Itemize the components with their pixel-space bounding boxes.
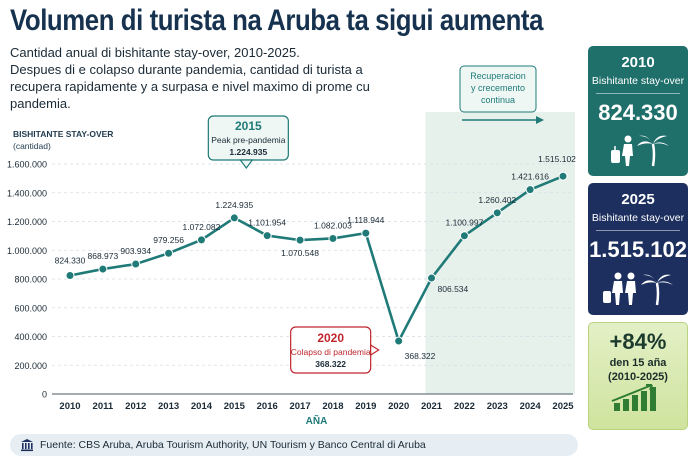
data-point <box>164 248 174 258</box>
data-point <box>361 228 371 238</box>
data-point <box>295 235 305 245</box>
y-axis-label: BISHITANTE STAY-OVER <box>13 129 113 139</box>
data-label: 1.101.954 <box>248 218 286 228</box>
x-tick-label: 2013 <box>158 401 179 412</box>
y-tick-label: 800.000 <box>14 275 47 285</box>
collapse-value: 368.322 <box>315 359 346 369</box>
data-label: 1.260.402 <box>478 195 516 205</box>
growth-percent: +84% <box>609 329 667 354</box>
data-label: 1.072.082 <box>183 222 221 232</box>
data-point <box>196 235 206 245</box>
data-label: 1.224.935 <box>215 200 253 210</box>
data-label: 903.934 <box>120 246 151 256</box>
y-tick-label: 1.200.000 <box>7 217 47 227</box>
line-chart: 0 200.000 400.000 600.000 800.000 1.000.000 1.… <box>7 65 576 427</box>
x-axis-label: AÑA <box>306 414 328 427</box>
data-point <box>492 208 502 218</box>
x-tick-label: 2019 <box>355 401 376 412</box>
card-2010: 2010 Bishitante stay-over 824.330 <box>588 46 688 176</box>
data-point <box>459 231 469 241</box>
peak-year: 2015 <box>235 119 262 133</box>
x-tick-label: 2023 <box>487 401 508 412</box>
data-label: 1.082.003 <box>314 220 352 230</box>
data-label: 1.070.548 <box>281 248 319 258</box>
data-point <box>262 231 272 241</box>
collapse-callout-pointer <box>370 343 380 357</box>
data-label: 1.515.102 <box>538 154 576 164</box>
recovery-line-2: y crecemento <box>471 83 525 93</box>
data-label: 868.973 <box>87 251 118 261</box>
y-tick-label: 200.000 <box>14 361 47 371</box>
growth-label-period: den 15 aña <box>609 357 667 369</box>
data-label: 1.421.616 <box>511 172 549 182</box>
growth-label-years: (2010-2025) <box>608 371 668 383</box>
data-label: 1.100.997 <box>445 218 483 228</box>
y-tick-label: 600.000 <box>14 303 47 313</box>
collapse-year: 2020 <box>317 331 344 345</box>
y-tick-label: 1.400.000 <box>7 188 47 198</box>
subtitle-line-2: Despues di e colapso durante pandemia, c… <box>10 62 370 111</box>
peak-value: 1.224.935 <box>229 147 267 157</box>
bank-icon <box>20 438 34 460</box>
peak-callout-pointer <box>239 159 254 169</box>
peak-label: Peak pre-pandemia <box>211 135 285 145</box>
y-tick-label: 400.000 <box>14 332 47 342</box>
source-text: Fuente: CBS Aruba, Aruba Tourism Authori… <box>40 439 426 451</box>
y-tick-label: 1.000.000 <box>7 246 47 256</box>
x-tick-label: 2012 <box>125 401 146 412</box>
data-point <box>558 171 568 181</box>
traveler-palm-icon <box>588 130 688 173</box>
data-label: 824.330 <box>55 256 86 266</box>
couple-palm-icon <box>588 267 688 312</box>
page-subtitle: Cantidad anual di bishitante stay-over, … <box>10 44 380 112</box>
card-2025: 2025 Bishitante stay-over 1.515.102 <box>588 183 688 315</box>
y-tick-label: 0 <box>42 390 47 400</box>
x-tick-label: 2024 <box>520 401 542 412</box>
x-tick-label: 2010 <box>59 401 80 412</box>
card-growth: +84% den 15 aña (2010-2025) <box>588 322 688 430</box>
x-tick-label: 2025 <box>552 401 574 412</box>
y-axis-unit: (cantidad) <box>13 141 51 151</box>
x-tick-label: 2020 <box>388 401 409 412</box>
x-tick-label: 2016 <box>257 401 278 412</box>
data-label: 979.256 <box>153 235 184 245</box>
y-tick-label: 1.600.000 <box>7 160 47 170</box>
x-tick-label: 2011 <box>93 401 114 412</box>
series-line <box>69 175 564 343</box>
card-2010-year: 2010 <box>621 54 655 71</box>
data-point <box>229 213 239 223</box>
data-point <box>65 271 75 281</box>
data-point <box>131 259 141 269</box>
data-point <box>394 336 404 346</box>
x-tick-label: 2017 <box>289 401 310 412</box>
subtitle-line-1: Cantidad anual di bishitante stay-over, … <box>10 45 300 60</box>
x-tick-label: 2022 <box>454 401 475 412</box>
card-2025-label: Bishitante stay-over <box>591 212 685 224</box>
card-2010-label: Bishitante stay-over <box>591 75 685 87</box>
card-2010-value: 824.330 <box>598 100 678 125</box>
x-tick-label: 2021 <box>421 401 443 412</box>
card-2010-divider <box>596 93 680 94</box>
x-tick-label: 2015 <box>224 401 246 412</box>
recovery-line-1: Recuperacion <box>470 71 526 81</box>
growth-bars-icon <box>589 383 687 416</box>
collapse-label: Colapso di pandemia <box>291 347 371 357</box>
x-tick-label: 2018 <box>322 401 343 412</box>
recovery-line-3: continua <box>481 95 515 105</box>
data-point <box>98 264 108 274</box>
card-2025-year: 2025 <box>621 191 655 208</box>
recovery-arrow-head <box>536 116 544 124</box>
data-label: 806.534 <box>438 284 469 294</box>
page-title: Volumen di turista na Aruba ta sigui aum… <box>10 4 543 37</box>
data-label: 1.118.944 <box>347 215 384 225</box>
data-label: 368.322 <box>405 351 436 361</box>
data-point <box>427 273 437 283</box>
card-2025-divider <box>596 230 680 231</box>
recovery-callout-box <box>459 65 537 113</box>
card-2025-value: 1.515.102 <box>589 237 687 262</box>
data-point <box>328 233 338 243</box>
source-footer: Fuente: CBS Aruba, Aruba Tourism Authori… <box>10 434 578 456</box>
data-point <box>525 185 535 195</box>
x-tick-label: 2014 <box>191 401 213 412</box>
